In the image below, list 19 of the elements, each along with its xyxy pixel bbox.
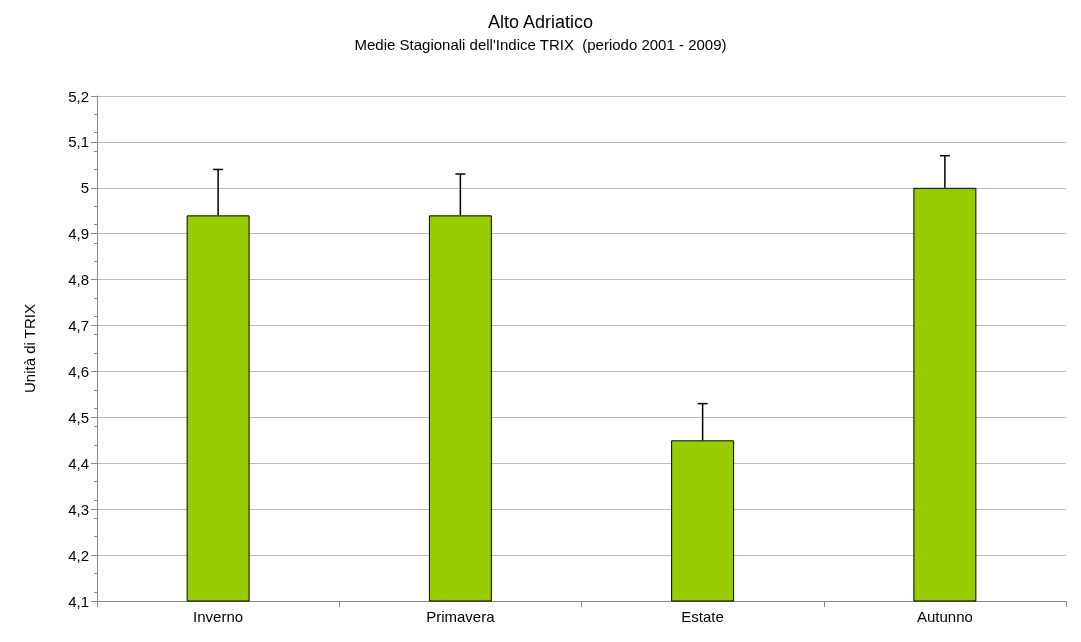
y-tick-label: 5,2 bbox=[68, 87, 89, 105]
x-tick-label: Autunno bbox=[916, 608, 973, 625]
x-tick-label: Estate bbox=[681, 608, 724, 625]
y-tick-label: 4,7 bbox=[68, 317, 89, 335]
x-tick-label: Inverno bbox=[193, 608, 244, 625]
y-tick-label: 4,9 bbox=[68, 225, 89, 243]
y-tick-label: 5,1 bbox=[68, 133, 89, 151]
y-axis-title: Unità di TRIX bbox=[21, 304, 38, 393]
y-tick-label: 4,2 bbox=[68, 546, 89, 564]
chart-subtitle: Medie Stagionali dell'Indice TRIX (periodo 2001 - 2009) bbox=[354, 36, 727, 53]
y-tick-label: 4,8 bbox=[68, 271, 89, 289]
y-tick-label: 4,5 bbox=[68, 408, 89, 426]
chart-title: Alto Adriatico bbox=[487, 12, 594, 32]
y-tick-label: 4,1 bbox=[68, 592, 89, 610]
y-tick-label: 4,4 bbox=[68, 454, 89, 472]
y-tick-label: 5 bbox=[80, 179, 89, 197]
y-tick-label: 4,6 bbox=[68, 362, 89, 380]
x-tick-label: Primavera bbox=[426, 608, 496, 625]
y-tick-label: 4,3 bbox=[68, 500, 89, 518]
